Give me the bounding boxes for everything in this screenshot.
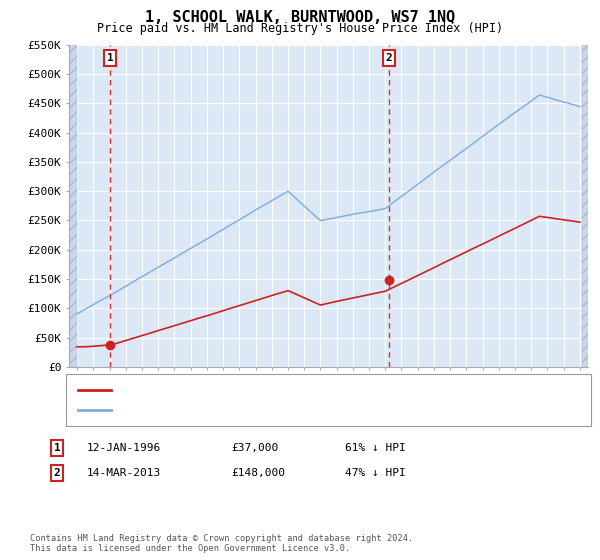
Bar: [581, 45, 588, 367]
Bar: [69, 45, 77, 367]
Text: 14-MAR-2013: 14-MAR-2013: [87, 468, 161, 478]
Text: HPI: Average price, detached house, Lichfield: HPI: Average price, detached house, Lich…: [117, 405, 398, 415]
Text: 2: 2: [385, 53, 392, 63]
Text: 1: 1: [107, 53, 113, 63]
Text: Price paid vs. HM Land Registry's House Price Index (HPI): Price paid vs. HM Land Registry's House …: [97, 22, 503, 35]
Text: 1, SCHOOL WALK, BURNTWOOD, WS7 1NQ (detached house): 1, SCHOOL WALK, BURNTWOOD, WS7 1NQ (deta…: [117, 385, 436, 395]
Text: £148,000: £148,000: [231, 468, 285, 478]
Text: £37,000: £37,000: [231, 443, 278, 453]
Text: 1, SCHOOL WALK, BURNTWOOD, WS7 1NQ: 1, SCHOOL WALK, BURNTWOOD, WS7 1NQ: [145, 10, 455, 25]
Text: 47% ↓ HPI: 47% ↓ HPI: [345, 468, 406, 478]
Text: 2: 2: [53, 468, 61, 478]
Text: 1: 1: [53, 443, 61, 453]
Text: 61% ↓ HPI: 61% ↓ HPI: [345, 443, 406, 453]
Text: 12-JAN-1996: 12-JAN-1996: [87, 443, 161, 453]
Text: Contains HM Land Registry data © Crown copyright and database right 2024.
This d: Contains HM Land Registry data © Crown c…: [30, 534, 413, 553]
